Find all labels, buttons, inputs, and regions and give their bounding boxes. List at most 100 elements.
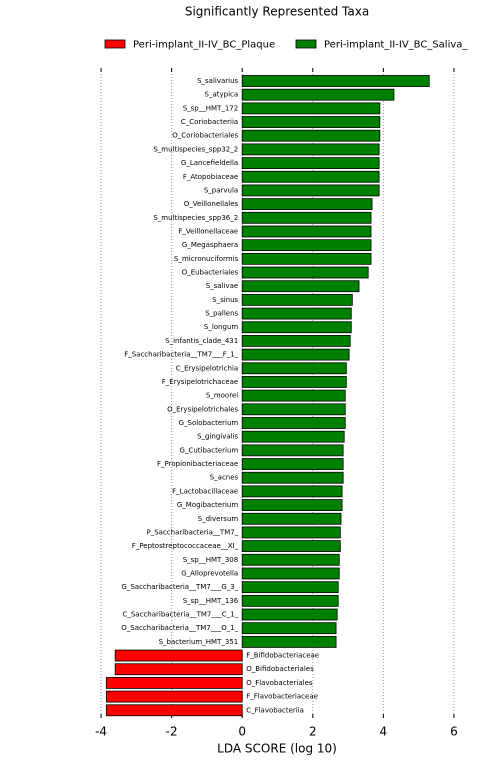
bar [241,184,380,197]
bar [241,211,372,224]
category-label: F_Lactobacillaceae [172,487,238,495]
category-label: S_longum [204,323,238,331]
legend-label: Peri-implant_II-IV_BC_Plaque [133,40,275,51]
bar [241,594,339,607]
bar [241,335,351,347]
category-label: F_Veillonellaceae [178,227,238,235]
x-axis-label: LDA SCORE (log 10) [217,742,337,756]
category-label: G_Mogibacterium [177,501,239,509]
category-label: S_parvula [204,186,238,194]
category-label: S_moorei [206,392,238,400]
category-label: O_Eubacteriales [182,269,239,277]
bar [241,239,372,252]
bar [241,252,372,265]
category-label: S_diversum [198,515,239,523]
x-tick-label: 6 [450,725,458,739]
bar [241,512,342,525]
bar [241,608,338,621]
category-label: F_Saccharibacteria__TM7___F_1_ [124,351,238,359]
category-label: G_Lancefieldella [181,159,238,167]
category-label: O_Bifidobacteriales [246,665,314,673]
bar [241,307,352,320]
category-label: S_micronuciformis [174,255,238,263]
category-label: P_Saccharibacteria__TM7_ [146,528,238,536]
bar [241,157,380,169]
bar [241,129,381,142]
category-label: O_Saccharibacteria__TM7___O_1_ [121,624,238,632]
bar [241,430,345,443]
category-label: C_Saccharibacteria__TM7___C_1_ [122,611,238,619]
bar [241,75,430,87]
category-label: F_Peptostreptococcaceae__XI_ [132,542,239,550]
bar [241,581,339,594]
bar [241,280,360,293]
category-label: S_sp__HMT_308 [183,556,238,564]
bar [105,704,243,717]
category-label: S_pallens [205,310,238,318]
bar [241,499,343,511]
bar [114,663,243,676]
category-label: S_gingivalis [197,433,238,441]
bar [241,362,347,375]
category-label: G_Cutibacterium [180,446,239,454]
category-label: F_Propionibacteriaceae [157,460,238,468]
bar [241,526,341,539]
category-label: G_Alloprevotella [181,569,238,577]
bar [241,143,380,156]
bar [241,444,344,457]
category-label: S_bacterium_HMT_351 [159,638,239,646]
bar [105,677,243,689]
category-label: F_Bifidobacteriaceae [246,652,319,660]
bar [241,348,350,361]
bar [241,635,337,648]
bar [241,389,346,402]
bar [241,417,346,429]
category-label: S_salivae [206,282,239,290]
bar [241,540,341,553]
bar [241,170,380,183]
bar [241,88,395,101]
category-label: F_Erysipelotrichaceae [162,378,238,386]
legend-label: Peri-implant_II-IV_BC_Saliva_ [324,40,468,51]
category-label: S_infantis_clade_431 [165,337,238,345]
bar [241,471,344,484]
bar [241,403,346,416]
category-label: C_Flavobacteriia [246,706,304,714]
bar [241,485,343,498]
bar [241,293,353,306]
chart-title: Significantly Represented Taxa [185,5,369,19]
category-label: S_sp__HMT_136 [183,597,239,605]
bar [241,102,381,115]
bar [241,376,347,388]
bar [241,458,344,470]
category-label: G_Saccharibacteria__TM7___G_3_ [121,583,238,591]
category-label: F_Atopobiaceae [183,173,238,181]
category-label: S_sp__HMT_172 [183,104,238,112]
category-label: S_sinus [212,296,238,304]
bar [114,649,243,662]
bar [241,622,337,635]
category-label: S_acnes [210,474,239,482]
legend-swatch [295,39,317,49]
category-label: S_multispecies_spp32_2 [153,145,238,153]
category-label: G_Megasphaera [182,241,238,249]
legend-swatch [104,39,126,49]
category-label: G_Solobacterium [179,419,239,427]
bar [241,198,373,211]
category-label: O_Veillonellales [184,200,239,208]
bar [241,321,352,334]
x-tick-label: 0 [238,725,246,739]
category-label: O_Erysipelotrichales [167,405,238,413]
bar [241,116,381,128]
category-label: S_atypica [205,91,239,99]
x-tick-label: 4 [380,725,388,739]
category-label: O_Coriobacteriales [172,132,238,140]
x-tick-label: 2 [309,725,317,739]
x-tick-label: -2 [166,725,178,739]
category-label: S_salivarius [197,77,238,85]
category-label: S_multispecies_spp36_2 [153,214,238,222]
bar [105,690,243,703]
bar [241,266,369,279]
category-label: C_Coriobacteriia [181,118,238,126]
